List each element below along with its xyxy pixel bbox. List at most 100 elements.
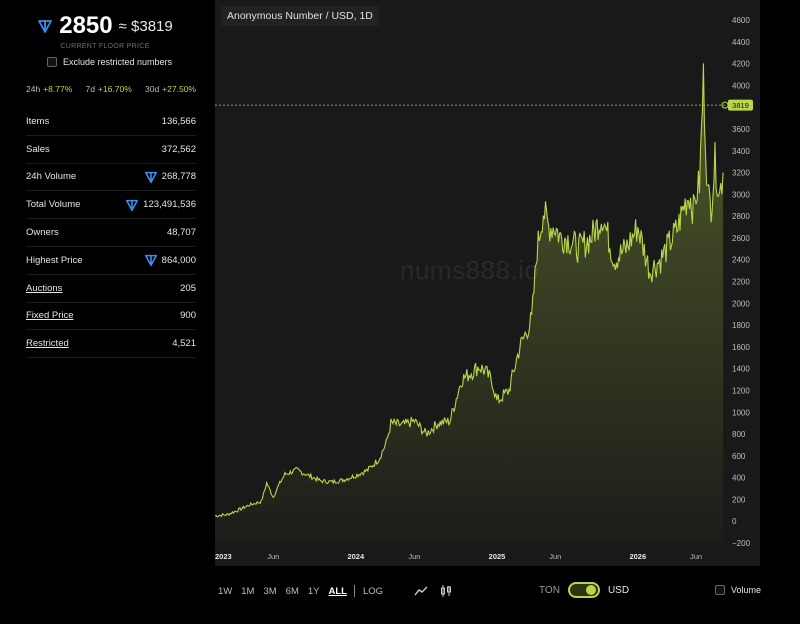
stat-value-owners: 48,707	[166, 227, 196, 239]
stats-panel: 2850 ≈ $3819 CURRENT FLOOR PRICE Exclude…	[0, 0, 210, 624]
y-tick-label: 800	[732, 430, 746, 439]
stat-label-24h-volume: 24h Volume	[26, 171, 77, 183]
stat-label-restricted[interactable]: Restricted	[26, 338, 69, 350]
stat-label-sales: Sales	[26, 143, 50, 155]
floor-price-ton: 2850	[59, 12, 113, 39]
stat-row-highest-price: Highest Price 864,000	[26, 247, 196, 275]
y-tick-label: 1600	[732, 343, 750, 352]
stat-row-total-volume: Total Volume 123,491,536	[26, 191, 196, 220]
currency-usd-label[interactable]: USD	[607, 584, 630, 596]
y-tick-label: 1000	[732, 408, 750, 417]
y-tick-label: 2000	[732, 299, 750, 308]
currency-ton-label[interactable]: TON	[539, 584, 560, 596]
floor-price-caption: CURRENT FLOOR PRICE	[60, 43, 150, 50]
y-tick-label: 3600	[732, 125, 750, 134]
candlestick-icon[interactable]	[440, 584, 452, 598]
toolbar-divider	[353, 585, 355, 597]
price-area-fill	[215, 63, 724, 544]
stat-row-items: Items 136,566	[26, 108, 196, 136]
currency-toggle[interactable]	[567, 582, 600, 598]
stat-value-total-volume: 123,491,536	[125, 198, 196, 212]
stats-table: Items 136,566 Sales 372,562 24h Volume 268,77…	[26, 108, 196, 359]
exclude-restricted-toggle[interactable]: Exclude restricted numbers	[47, 57, 172, 67]
range-all[interactable]: ALL	[328, 585, 347, 597]
range-3m[interactable]: 3M	[263, 585, 277, 597]
stat-label-auctions[interactable]: Auctions	[26, 282, 63, 294]
ton-icon	[144, 255, 157, 267]
y-tick-label: 3400	[732, 147, 750, 156]
x-tick-label: 2025	[489, 552, 506, 561]
current-price-label: 3819	[732, 101, 749, 110]
x-tick-label: Jun	[690, 552, 702, 561]
current-price-badge	[728, 99, 753, 111]
volume-checkbox[interactable]	[715, 585, 725, 595]
stat-row-auctions[interactable]: Auctions 205	[26, 275, 196, 303]
stat-value-restricted: 4,521	[172, 338, 196, 350]
y-tick-label: 2400	[732, 256, 750, 265]
y-tick-label: 4200	[732, 60, 750, 69]
y-tick-label: 0	[732, 517, 737, 526]
y-tick-label: 200	[732, 495, 746, 504]
y-tick-label: 1200	[732, 386, 750, 395]
stat-value-sales: 372,562	[161, 143, 196, 155]
stat-value-auctions: 205	[180, 282, 196, 294]
x-tick-label: 2023	[215, 552, 232, 561]
stat-label-highest-price: Highest Price	[26, 254, 83, 266]
price-chart[interactable]: −200 0 200 400 600 800 1000 1200 1400 1600 1800 200…	[215, 0, 760, 566]
price-changes: 24h +8.77% 7d +16.70% 30d +27.50%	[26, 84, 196, 94]
y-tick-label: 4000	[732, 81, 750, 90]
y-tick-label: 4600	[732, 16, 750, 25]
x-tick-label: Jun	[549, 552, 561, 561]
volume-label: Volume	[731, 585, 762, 595]
chart-watermark: nums888.io	[400, 255, 540, 285]
y-tick-label: 3000	[732, 190, 750, 199]
stat-label-fixed-price[interactable]: Fixed Price	[26, 310, 74, 322]
stat-value-items: 136,566	[161, 115, 196, 127]
y-tick-label: 4400	[732, 38, 750, 47]
currency-switch: TON USD	[539, 582, 629, 598]
y-tick-label: 1800	[732, 321, 750, 330]
stat-row-restricted[interactable]: Restricted 4,521	[26, 330, 196, 359]
stat-row-owners: Owners 48,707	[26, 219, 196, 247]
chart-toolbar: 1W 1M 3M 6M 1Y ALL LOG	[218, 584, 452, 598]
change-24h: 24h +8.77%	[26, 84, 73, 94]
y-tick-label: 2600	[732, 234, 750, 243]
range-1y[interactable]: 1Y	[307, 585, 320, 597]
ton-icon	[126, 199, 139, 211]
x-tick-label: Jun	[267, 552, 279, 561]
stat-row-fixed-price[interactable]: Fixed Price 900	[26, 303, 196, 331]
y-tick-label: 2800	[732, 212, 750, 221]
exclude-restricted-label: Exclude restricted numbers	[63, 57, 173, 67]
volume-toggle[interactable]: Volume	[715, 585, 761, 595]
y-tick-label: 600	[732, 452, 746, 461]
x-tick-label: Jun	[408, 552, 420, 561]
y-tick-label: 1400	[732, 365, 750, 374]
exclude-restricted-checkbox[interactable]	[47, 57, 57, 67]
log-scale-button[interactable]: LOG	[362, 585, 384, 597]
y-tick-label: 2200	[732, 278, 750, 287]
line-chart-icon[interactable]	[414, 585, 428, 597]
floor-price-usd: ≈ $3819	[118, 17, 173, 35]
stat-row-24h-volume: 24h Volume 268,778	[26, 164, 196, 192]
range-6m[interactable]: 6M	[285, 585, 299, 597]
range-1w[interactable]: 1W	[218, 585, 233, 597]
x-tick-label: 2024	[347, 552, 365, 561]
y-tick-label: 3200	[732, 169, 750, 178]
change-30d: 30d +27.50%	[145, 84, 196, 94]
change-7d: 7d +16.70%	[85, 84, 132, 94]
price-series-line	[215, 63, 724, 518]
stat-row-sales: Sales 372,562	[26, 136, 196, 164]
chart-plot-area[interactable]: −200 0 200 400 600 800 1000 1200 1400 1600 1800 200…	[215, 0, 760, 566]
stat-label-items: Items	[26, 115, 50, 127]
chart-title: Anonymous Number / USD, 1D	[221, 6, 379, 26]
stat-value-fixed-price: 900	[180, 310, 196, 322]
range-1m[interactable]: 1M	[241, 585, 255, 597]
ton-icon	[144, 171, 157, 184]
y-tick-label: −200	[732, 539, 751, 548]
currency-toggle-knob	[585, 585, 596, 595]
ton-icon	[38, 20, 53, 33]
stat-value-24h-volume: 268,778	[144, 170, 196, 184]
stat-label-owners: Owners	[26, 227, 59, 239]
floor-price-block: 2850 ≈ $3819 CURRENT FLOOR PRICE	[0, 12, 210, 50]
y-tick-label: 400	[732, 474, 746, 483]
